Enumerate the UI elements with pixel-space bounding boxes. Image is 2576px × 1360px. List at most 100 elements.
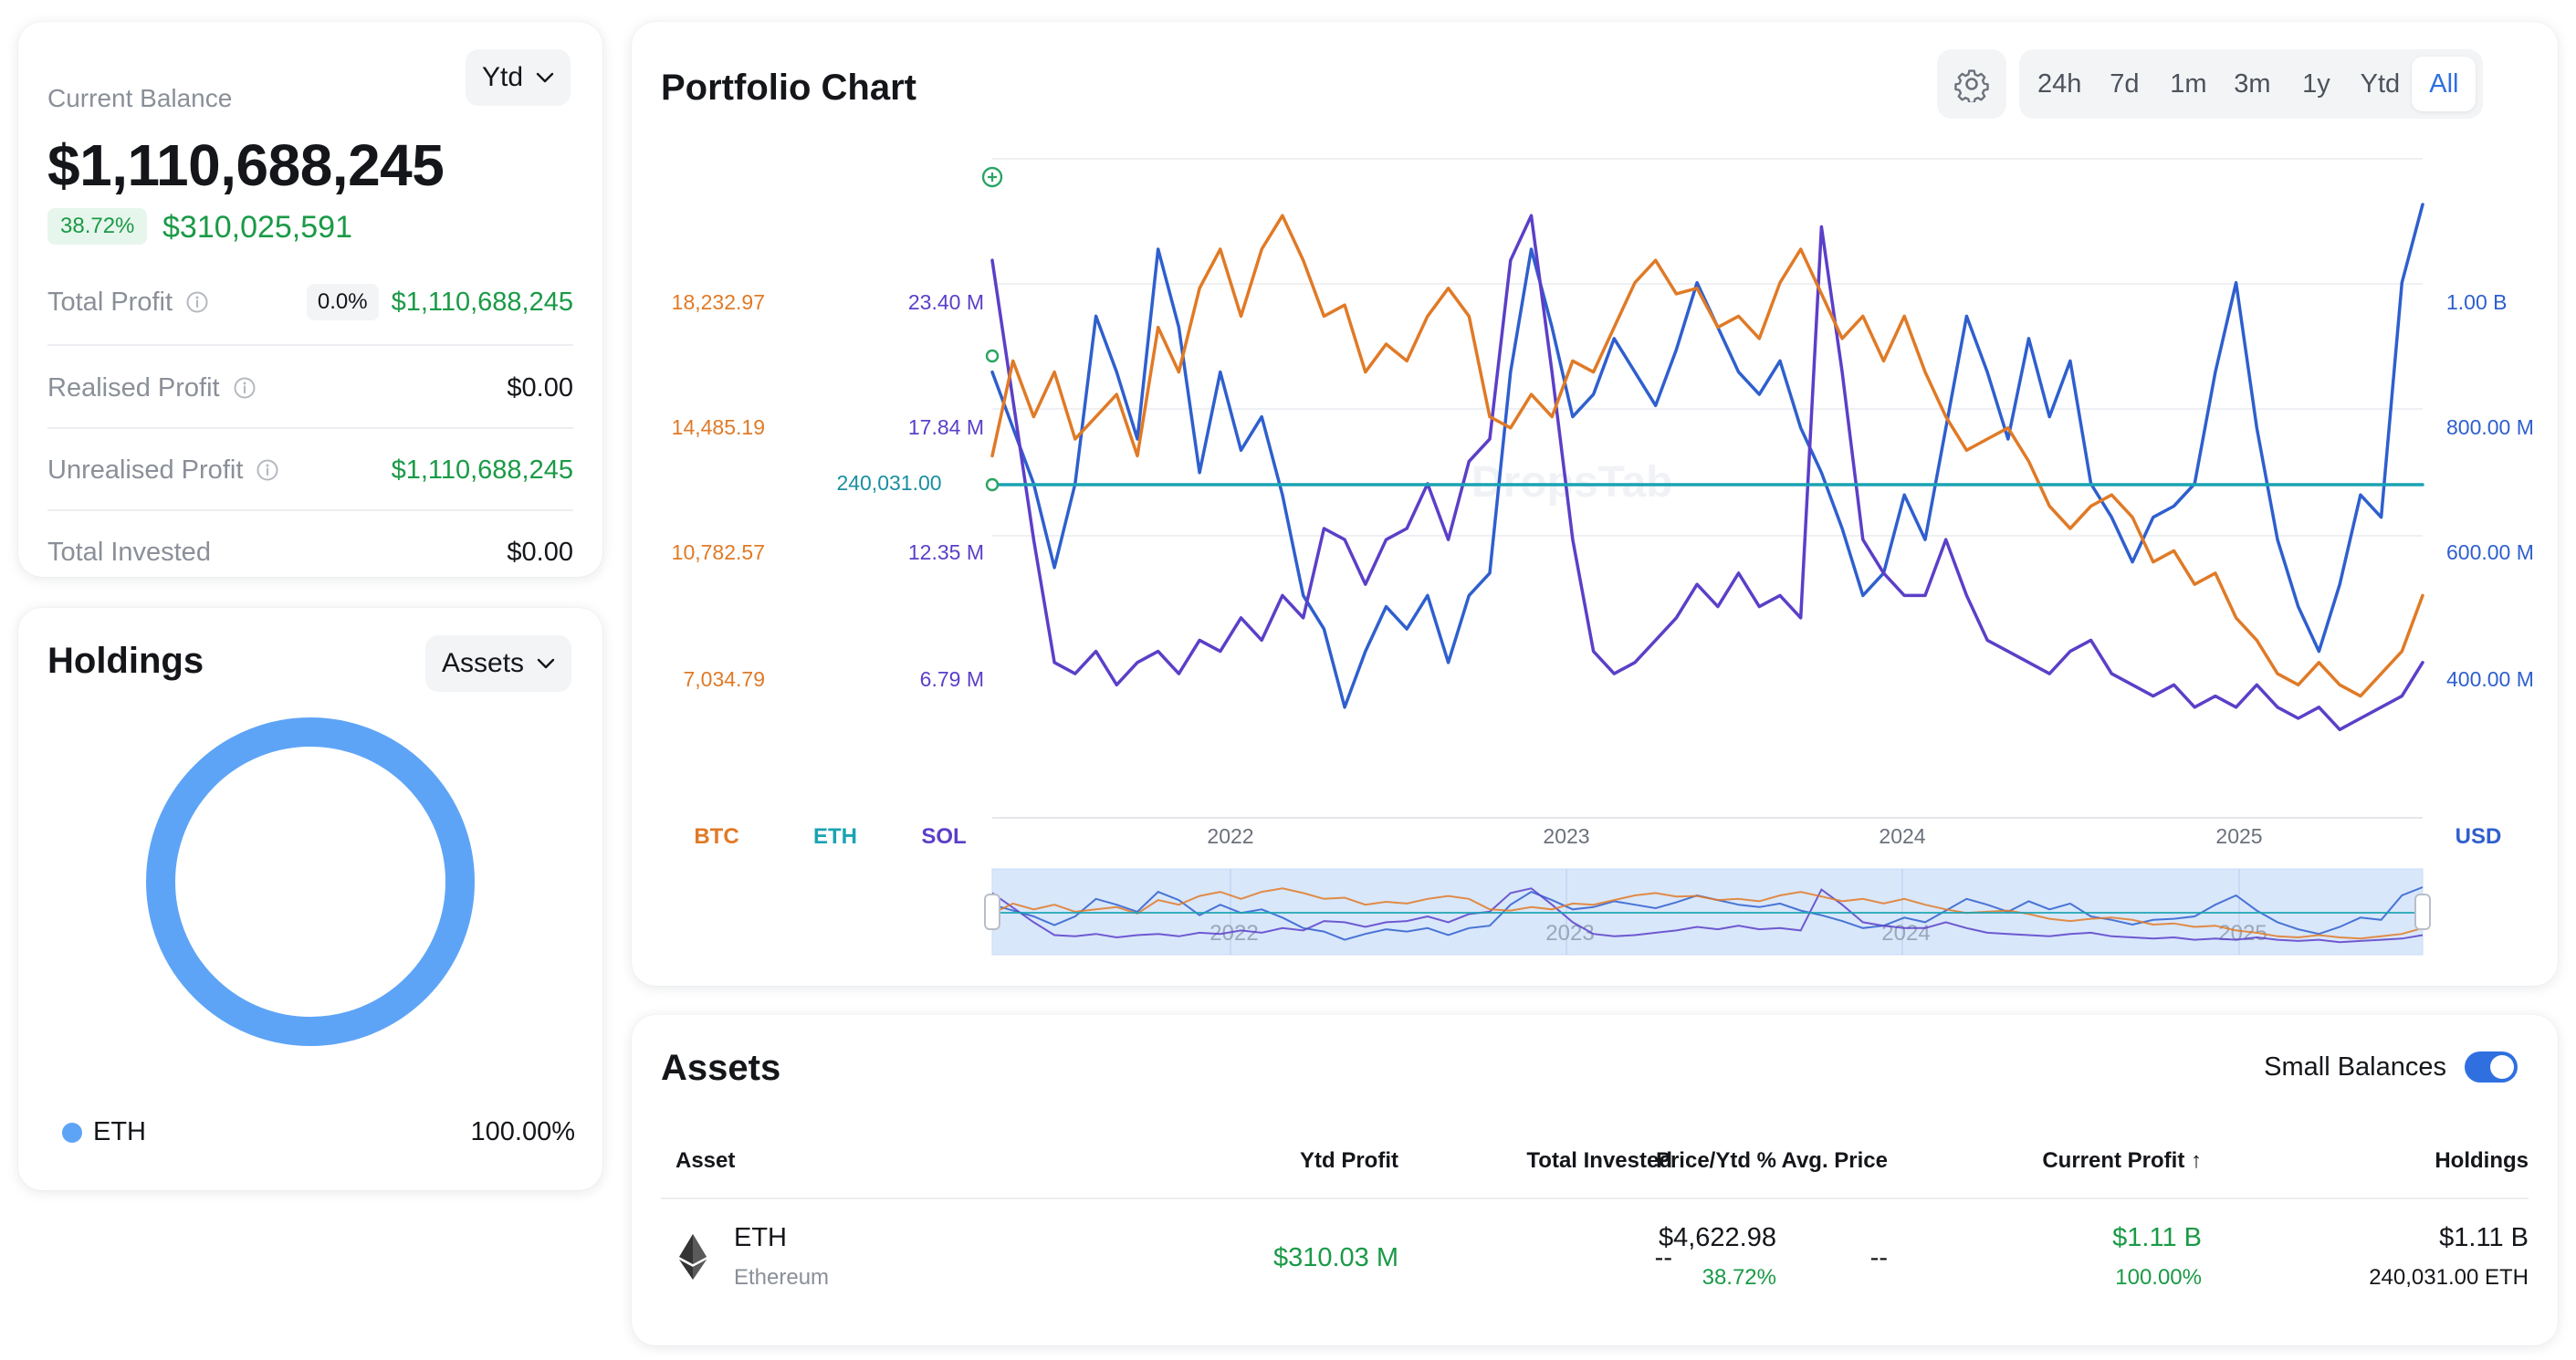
assets-card: Assets Small Balances Asset Price/Ytd % … <box>632 1015 2558 1345</box>
x-axis-tick: 2025 <box>2215 824 2262 848</box>
sol-axis-tick: 23.40 M <box>908 290 984 314</box>
navigator-tick: 2023 <box>1545 921 1594 946</box>
series-line-usd <box>990 203 2424 709</box>
navigator-series-sol <box>991 887 2424 944</box>
donut-slice-eth[interactable] <box>146 717 475 1046</box>
legend-label-usd: USD <box>2456 824 2502 849</box>
holdings-legend-item[interactable]: ETH 100.00% <box>62 1117 575 1147</box>
navigator-tick: 2024 <box>1881 921 1930 946</box>
divider <box>47 427 573 429</box>
realised-profit-label: Realised Profit <box>47 372 220 403</box>
ethereum-logo-icon <box>679 1234 707 1280</box>
gear-icon <box>1954 69 1989 102</box>
info-icon[interactable] <box>256 458 279 482</box>
holdings-dropdown-label: Assets <box>442 648 525 678</box>
total-invested-value: $0.00 <box>507 537 573 567</box>
x-axis-tick: 2023 <box>1543 824 1589 848</box>
eth-price-marker-label: 240,031.00 <box>836 471 941 495</box>
asset-price: $4,622.98 <box>1658 1223 1776 1252</box>
asset-current-profit-pct: 100.00% <box>2115 1265 2202 1290</box>
asset-name: Ethereum <box>734 1265 830 1290</box>
total-profit-row: Total Profit 0.0% $1,110,688,245 <box>47 261 573 343</box>
usd-axis-tick: 1.00 B <box>2446 290 2508 314</box>
small-balances-toggle-group: Small Balances <box>2264 1051 2518 1083</box>
btc-axis-tick: 14,485.19 <box>672 415 765 439</box>
range-all-button[interactable]: All <box>2412 57 2477 111</box>
usd-axis-tick: 600.00 M <box>2446 540 2534 564</box>
small-balances-label: Small Balances <box>2264 1051 2446 1082</box>
navigator-handle-right[interactable] <box>2414 894 2431 930</box>
asset-holdings-amount: 240,031.00 ETH <box>2369 1265 2529 1290</box>
divider <box>47 344 573 346</box>
holdings-view-dropdown[interactable]: Assets <box>425 635 572 692</box>
asset-ytd-profit: $310.03 M <box>1272 1243 1398 1272</box>
asset-ytd-pct: 38.72% <box>1702 1265 1776 1290</box>
total-profit-label: Total Profit <box>47 287 173 317</box>
info-icon[interactable] <box>185 290 209 314</box>
range-1m-button[interactable]: 1m <box>2170 68 2207 99</box>
column-header-price[interactable]: Price/Ytd % <box>1655 1148 1776 1173</box>
time-range-selector: 24h 7d 1m 3m 1y Ytd All <box>2019 49 2484 119</box>
asset-total-invested: -- <box>1654 1243 1672 1272</box>
unrealised-profit-value: $1,110,688,245 <box>391 455 573 485</box>
column-header-asset[interactable]: Asset <box>675 1148 736 1173</box>
current-balance-label: Current Balance <box>47 84 233 112</box>
x-axis-tick: 2024 <box>1879 824 1925 848</box>
assets-title: Assets <box>661 1048 781 1088</box>
range-3m-button[interactable]: 3m <box>2234 68 2271 99</box>
series-line-sol <box>990 214 2424 732</box>
current-balance-value: $1,110,688,245 <box>47 132 445 198</box>
series-line-btc <box>990 214 2424 698</box>
balance-change-pct-badge: 38.72% <box>47 208 148 245</box>
usd-axis-tick: 800.00 M <box>2446 415 2534 439</box>
btc-axis-tick: 18,232.97 <box>672 290 765 314</box>
info-icon[interactable] <box>233 376 257 400</box>
holdings-title: Holdings <box>47 641 204 681</box>
asset-holdings-value: $1.11 B <box>2439 1223 2529 1252</box>
chart-watermark: DropsTab <box>1471 458 1672 507</box>
range-ytd-button[interactable]: Ytd <box>2360 68 2401 99</box>
sol-axis-tick: 12.35 M <box>908 540 984 564</box>
portfolio-chart-card: DropsTab 18,232.97 14,485.19 10,782.57 7,034… <box>632 22 2558 986</box>
column-header-avg-price[interactable]: Avg. Price <box>1781 1148 1889 1173</box>
total-profit-pct-badge: 0.0% <box>306 284 379 320</box>
chart-settings-button[interactable] <box>1937 49 2006 119</box>
table-header-divider <box>661 1198 2529 1199</box>
asset-symbol[interactable]: ETH <box>734 1223 787 1252</box>
asset-avg-price: -- <box>1869 1243 1888 1272</box>
realised-profit-value: $0.00 <box>507 372 573 403</box>
total-invested-row: Total Invested $0.00 <box>47 511 573 593</box>
chevron-down-icon <box>537 658 555 669</box>
period-dropdown-label: Ytd <box>482 62 524 92</box>
x-axis-tick: 2022 <box>1207 824 1253 848</box>
unrealised-profit-label: Unrealised Profit <box>47 455 244 485</box>
range-1y-button[interactable]: 1y <box>2302 68 2330 99</box>
column-header-total-invested[interactable]: Total Invested <box>1526 1148 1672 1173</box>
sol-axis-tick: 17.84 M <box>908 415 984 439</box>
column-header-ytd-profit[interactable]: Ytd Profit <box>1300 1148 1398 1173</box>
btc-axis-tick: 10,782.57 <box>672 540 765 564</box>
column-header-current-profit[interactable]: Current Profit ↑ <box>2042 1148 2202 1173</box>
total-invested-label: Total Invested <box>47 537 211 567</box>
holdings-card: Holdings Assets ETH 100.00% <box>18 608 602 1190</box>
legend-label-eth: ETH <box>813 824 857 849</box>
navigator-handle-left[interactable] <box>984 894 1000 930</box>
divider <box>47 509 573 511</box>
legend-label-sol: SOL <box>921 824 966 849</box>
legend-color-dot <box>62 1122 82 1143</box>
range-24h-button[interactable]: 24h <box>2037 68 2082 99</box>
column-header-holdings[interactable]: Holdings <box>2435 1148 2529 1173</box>
realised-profit-row: Realised Profit $0.00 <box>47 347 573 429</box>
small-balances-toggle[interactable] <box>2465 1051 2518 1083</box>
holdings-donut-chart[interactable] <box>146 717 475 1046</box>
balance-change-value: $310,025,591 <box>162 210 352 245</box>
chart-title: Portfolio Chart <box>661 68 916 108</box>
sol-axis-tick: 6.79 M <box>920 667 984 691</box>
unrealised-profit-row: Unrealised Profit $1,110,688,245 <box>47 429 573 511</box>
navigator-series-btc <box>991 887 2424 940</box>
period-dropdown[interactable]: Ytd <box>466 49 571 106</box>
range-7d-button[interactable]: 7d <box>2110 68 2140 99</box>
marker-point <box>985 349 1000 363</box>
portfolio-line-chart[interactable]: DropsTab 18,232.97 14,485.19 10,782.57 7,034… <box>632 22 2558 986</box>
chevron-down-icon <box>536 72 554 83</box>
